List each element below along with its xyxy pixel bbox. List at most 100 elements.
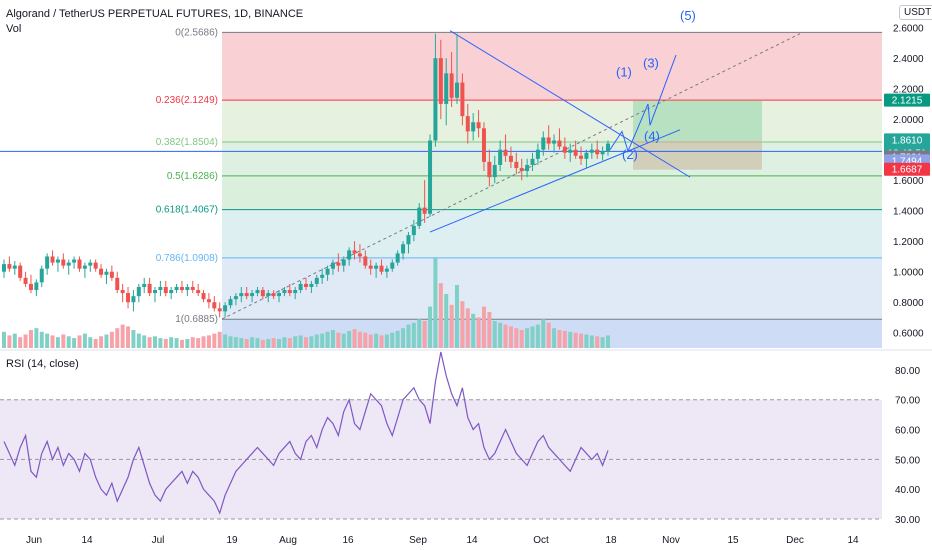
- volume-bars: [2, 258, 610, 348]
- rsi-tick-label: 50.00: [895, 455, 920, 466]
- candle-body: [514, 161, 519, 168]
- candle-body: [438, 58, 443, 104]
- stop-loss-zone: [633, 140, 762, 170]
- volume-bar: [260, 339, 265, 348]
- volume-bar: [142, 335, 147, 348]
- volume-bar: [325, 331, 330, 348]
- volume-bar: [255, 338, 260, 348]
- currency-button[interactable]: USDT: [899, 5, 932, 20]
- candle-body: [304, 283, 308, 287]
- price-tick-label: 2.0000: [893, 115, 924, 126]
- volume-bar: [417, 319, 422, 348]
- rsi-pane: [0, 351, 882, 520]
- resistance-line: [449, 30, 691, 178]
- fib-band: [222, 257, 882, 320]
- candle-body: [28, 283, 33, 291]
- volume-bar: [82, 333, 87, 348]
- volume-bar: [352, 329, 357, 348]
- candle-body: [465, 116, 470, 132]
- fib-level-label: 0.236(2.1249): [156, 95, 218, 106]
- candle-body: [352, 250, 357, 254]
- candle-body: [471, 122, 476, 132]
- candle-body: [330, 262, 335, 269]
- rsi-title: RSI (14, close): [6, 358, 79, 370]
- candle-body: [93, 262, 98, 269]
- candle-body: [519, 167, 524, 172]
- fib-band: [222, 32, 882, 101]
- candle-body: [363, 256, 368, 266]
- price-tag: [884, 93, 930, 107]
- candle-body: [406, 235, 411, 245]
- volume-bar: [206, 335, 211, 348]
- price-tag-value: 2.1215: [892, 96, 923, 107]
- time-tick-label: Nov: [662, 535, 680, 546]
- volume-bar: [519, 330, 524, 348]
- volume-bar: [508, 326, 513, 348]
- candle-body: [411, 225, 416, 236]
- price-tick-label: 2.6000: [893, 24, 924, 35]
- volume-bar: [568, 331, 573, 348]
- volume-bar: [455, 285, 459, 348]
- volume-bar: [287, 338, 292, 348]
- candle-body: [546, 137, 551, 144]
- candle-body: [579, 155, 584, 159]
- volume-bar: [503, 324, 508, 348]
- price-tick-label: 2.2000: [893, 85, 924, 96]
- candle-body: [23, 277, 28, 284]
- fib-band: [222, 175, 882, 210]
- volume-bar: [18, 337, 23, 348]
- volume-bar: [314, 334, 319, 348]
- wave-label: (3): [643, 55, 659, 70]
- candle-body: [492, 164, 497, 178]
- candle-body: [379, 265, 384, 272]
- volume-bar: [223, 334, 228, 348]
- candle-body: [552, 140, 557, 144]
- fib-level-label: 0.5(1.6286): [167, 171, 218, 182]
- candle-body: [562, 146, 567, 153]
- candle-body: [228, 299, 233, 306]
- candle-body: [104, 271, 109, 275]
- volume-bar: [163, 339, 168, 348]
- candle-body: [201, 293, 206, 300]
- volume-bar: [573, 332, 578, 348]
- price-tag-value: 1.8610: [892, 135, 923, 146]
- volume-bar: [61, 334, 66, 348]
- time-tick-label: 14: [81, 535, 93, 546]
- axes: 2.60002.40002.20002.00001.80001.60001.40…: [0, 24, 932, 546]
- candle-body: [255, 290, 260, 294]
- candle-body: [185, 286, 190, 291]
- candle-body: [444, 73, 449, 104]
- candle-body: [417, 207, 422, 226]
- fib-band: [222, 209, 882, 258]
- price-tag-value: 1.6687: [892, 165, 923, 176]
- volume-bar: [525, 328, 530, 348]
- volume-bar: [185, 339, 190, 348]
- time-tick-label: 19: [226, 535, 238, 546]
- candle-body: [341, 259, 346, 266]
- candle-body: [606, 143, 610, 152]
- fibonacci-retracement: 0(2.5686) 0.236(2.1249) 0.382(1.8504) 0.5(1…: [156, 27, 882, 348]
- fib-level-label: 0.786(1.0908): [156, 253, 218, 264]
- volume-label: Vol: [6, 23, 22, 35]
- candle-body: [61, 259, 66, 266]
- candle-body: [39, 268, 44, 283]
- time-tick-label: Aug: [279, 535, 297, 546]
- trend-drawings: (1) (2) (3) (4) (5): [0, 8, 882, 320]
- volume-bar: [169, 337, 174, 348]
- candle-body: [158, 286, 163, 291]
- candle-body: [282, 290, 287, 294]
- candle-body: [88, 262, 93, 266]
- candle-body: [314, 277, 319, 284]
- volume-bar: [379, 335, 384, 348]
- volume-bar: [244, 339, 249, 348]
- volume-bar: [498, 322, 503, 348]
- candle-body: [325, 268, 330, 275]
- volume-bar: [579, 333, 584, 348]
- candle-body: [557, 140, 562, 147]
- volume-bar: [271, 338, 276, 348]
- candle-body: [250, 293, 255, 297]
- candle-body: [190, 286, 195, 291]
- volume-bar: [39, 331, 44, 348]
- volume-bar: [28, 330, 33, 348]
